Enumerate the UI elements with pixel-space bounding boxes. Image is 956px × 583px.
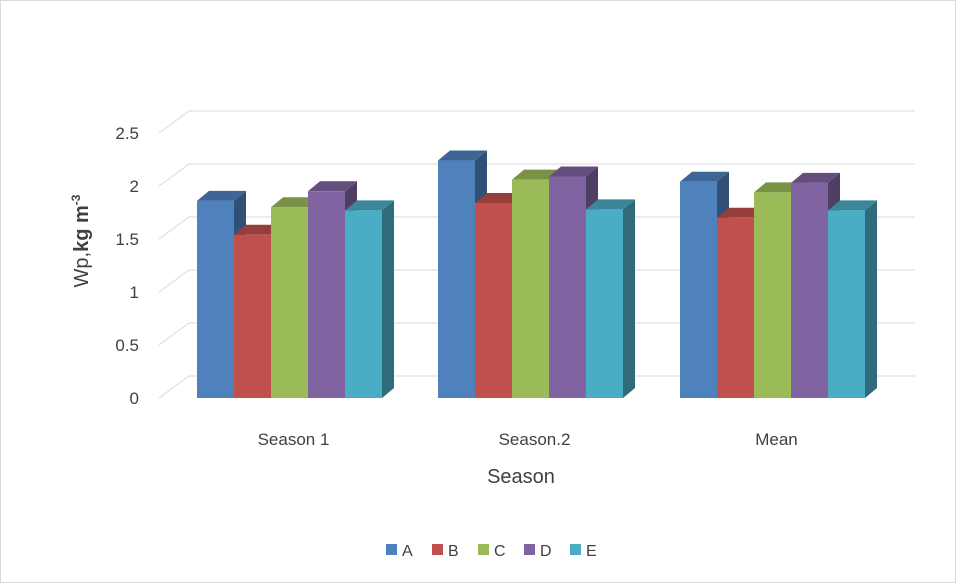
y-tick-label: 2.5 bbox=[115, 124, 139, 143]
gridline bbox=[158, 110, 915, 134]
bar-front bbox=[586, 209, 623, 398]
gridline bbox=[158, 322, 915, 346]
x-category-label: Mean bbox=[755, 430, 798, 449]
bar-E-0 bbox=[345, 200, 394, 398]
bar-front bbox=[308, 191, 345, 398]
y-axis-title-unit: kg m bbox=[71, 205, 93, 252]
legend-item-D: D bbox=[524, 543, 552, 560]
x-axis-categories: Season 1 Season.2 Mean bbox=[258, 430, 798, 449]
x-category-label: Season 1 bbox=[258, 430, 330, 449]
bar-front bbox=[754, 192, 791, 398]
legend-label: D bbox=[540, 543, 552, 560]
x-axis-title: Season bbox=[487, 466, 555, 488]
bar-top bbox=[512, 169, 561, 180]
bar-top bbox=[308, 181, 357, 192]
gridlines bbox=[158, 110, 915, 399]
bar-E-2 bbox=[828, 200, 877, 398]
y-axis-title-sup: -3 bbox=[69, 194, 83, 205]
legend-item-C: C bbox=[478, 543, 506, 560]
y-tick-label: 1 bbox=[130, 283, 139, 302]
bar-top bbox=[234, 224, 283, 235]
y-axis-title: Wp,kg m-3 bbox=[69, 194, 93, 287]
bar-front bbox=[791, 182, 828, 398]
y-tick-label: 0 bbox=[130, 389, 139, 408]
bar-top bbox=[717, 207, 766, 218]
bar-top bbox=[754, 182, 803, 193]
y-tick-label: 1.5 bbox=[115, 230, 139, 249]
legend-label: A bbox=[402, 543, 413, 560]
bar-front bbox=[717, 217, 754, 398]
y-axis-title-main: Wp, bbox=[71, 252, 93, 288]
legend-label: C bbox=[494, 543, 506, 560]
gridline bbox=[158, 216, 915, 240]
bar-top bbox=[549, 166, 598, 177]
bar-front bbox=[234, 234, 271, 398]
bar-front bbox=[549, 176, 586, 398]
legend-swatch bbox=[570, 544, 581, 555]
bar-top bbox=[475, 192, 524, 203]
bar-side bbox=[623, 199, 635, 398]
legend-item-E: E bbox=[570, 543, 597, 560]
bar-top bbox=[271, 197, 320, 208]
legend-item-A: A bbox=[386, 543, 413, 560]
bar-side bbox=[865, 200, 877, 398]
y-axis-ticks: 0 0.5 1 1.5 2 2.5 bbox=[115, 124, 139, 408]
y-tick-label: 0.5 bbox=[115, 336, 139, 355]
bar-top bbox=[197, 190, 246, 201]
legend-label: B bbox=[448, 543, 459, 560]
bar-front bbox=[197, 200, 234, 398]
legend-item-B: B bbox=[432, 543, 459, 560]
bar-front bbox=[345, 210, 382, 398]
gridline bbox=[158, 269, 915, 293]
bar-front bbox=[680, 181, 717, 398]
legend-swatch bbox=[524, 544, 535, 555]
gridline bbox=[158, 163, 915, 187]
legend: A B C D E bbox=[386, 543, 597, 560]
bar-front bbox=[475, 202, 512, 398]
bar-E-1 bbox=[586, 199, 635, 398]
bar-top bbox=[586, 199, 635, 210]
legend-swatch bbox=[432, 544, 443, 555]
gridline bbox=[158, 375, 915, 399]
bar-front bbox=[271, 207, 308, 398]
legend-swatch bbox=[386, 544, 397, 555]
bar-front bbox=[438, 160, 475, 398]
bar-side bbox=[382, 200, 394, 398]
bar-front bbox=[828, 210, 865, 398]
bar-top bbox=[438, 150, 487, 161]
bar-top bbox=[828, 200, 877, 211]
y-tick-label: 2 bbox=[130, 177, 139, 196]
legend-swatch bbox=[478, 544, 489, 555]
bars bbox=[197, 150, 877, 398]
bar-top bbox=[791, 172, 840, 183]
legend-label: E bbox=[586, 543, 597, 560]
bar-top bbox=[680, 171, 729, 182]
x-category-label: Season.2 bbox=[499, 430, 571, 449]
bar-front bbox=[512, 179, 549, 398]
bar-top bbox=[345, 200, 394, 211]
